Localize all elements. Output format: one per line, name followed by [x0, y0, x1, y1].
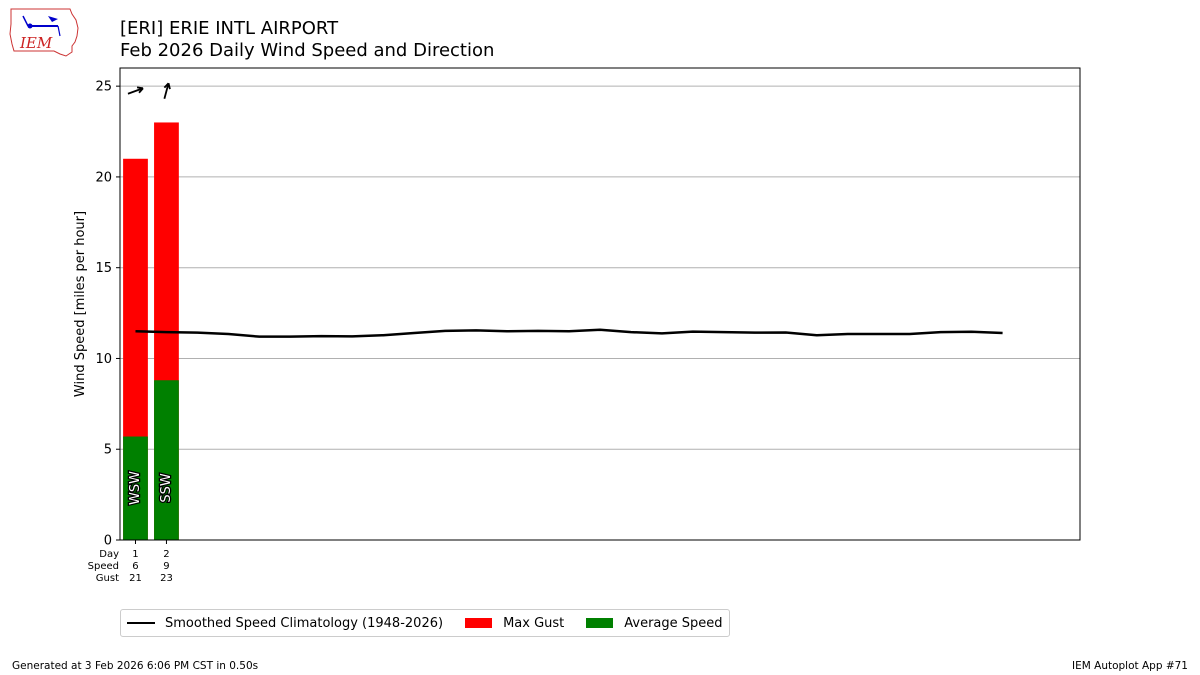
legend-item-max-gust: Max Gust — [465, 616, 564, 631]
chart-title-period: Feb 2026 Daily Wind Speed and Direction — [120, 40, 495, 61]
x-row-label: Day — [99, 549, 119, 560]
arrow-head — [138, 87, 144, 94]
x-row-label: Speed — [88, 561, 119, 572]
x-row-label: Gust — [96, 573, 119, 584]
legend: Smoothed Speed Climatology (1948-2026) M… — [120, 609, 730, 637]
x-table-value: 23 — [160, 573, 173, 584]
legend-line-swatch — [127, 622, 155, 624]
y-tick-label: 15 — [95, 261, 112, 276]
average-bar — [154, 380, 179, 540]
y-tick-label: 5 — [104, 443, 112, 458]
y-tick-label: 0 — [104, 534, 112, 549]
direction-markers: WSW SSW — [127, 82, 175, 506]
legend-label-climatology: Smoothed Speed Climatology (1948-2026) — [165, 615, 444, 631]
x-table-value: 6 — [132, 561, 138, 572]
direction-label: WSW — [128, 471, 143, 505]
generated-timestamp: Generated at 3 Feb 2026 6:06 PM CST in 0… — [12, 660, 259, 672]
y-tick-label: 20 — [95, 170, 112, 185]
y-axis: 0 5 10 15 20 25 — [95, 80, 120, 549]
x-table-value: 2 — [163, 549, 169, 560]
arrow-shaft — [163, 83, 170, 99]
arrow-shaft — [127, 87, 144, 95]
chart-title-station: [ERI] ERIE INTL AIRPORT — [120, 18, 339, 39]
iem-logo: IEM — [9, 8, 79, 57]
legend-label-average-speed: Average Speed — [624, 615, 723, 631]
wind-direction-arrow — [163, 82, 171, 99]
y-tick-label: 10 — [95, 352, 112, 367]
average-bar — [123, 436, 148, 540]
legend-item-average-speed: Average Speed — [586, 615, 723, 631]
climatology-series — [135, 328, 1003, 338]
x-table-value: 9 — [163, 561, 169, 572]
y-axis-label: Wind Speed [miles per hour] — [73, 211, 88, 397]
x-table-value: 1 — [132, 549, 138, 560]
wind-direction-arrow — [127, 86, 144, 95]
climatology-line — [135, 328, 1003, 338]
direction-label: SSW — [159, 473, 174, 503]
legend-green-swatch — [586, 618, 614, 628]
app-credit: IEM Autoplot App #71 — [1072, 660, 1188, 672]
grid-lines — [120, 85, 1080, 450]
legend-label-max-gust: Max Gust — [503, 615, 565, 631]
legend-item-climatology: Smoothed Speed Climatology (1948-2026) — [127, 616, 443, 631]
legend-red-swatch — [465, 618, 493, 628]
plot-frame — [119, 67, 1081, 541]
logo-text: IEM — [19, 34, 53, 52]
x-table-value: 21 — [129, 573, 142, 584]
arrow-head — [167, 83, 171, 90]
y-tick-label: 25 — [95, 80, 112, 95]
